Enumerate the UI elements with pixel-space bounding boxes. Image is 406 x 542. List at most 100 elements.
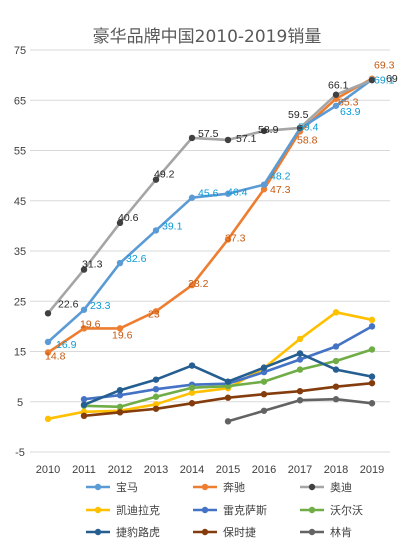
x-axis-ticks: 2010 2011 2012 2013 2014 2015 2016 2017 2018 2019 [36,464,384,476]
series-line [47,78,373,343]
data-label: 58.8 [297,134,318,146]
data-point [224,236,232,243]
legend-label: 沃尔沃 [330,504,363,517]
data-point [332,357,340,365]
legend-label: 雷克萨斯 [223,504,267,517]
legend-item: 奔驰 [193,480,245,494]
legend-label: 林肯 [330,525,352,539]
legend-item: 捷豹路虎 [86,525,160,539]
data-point [80,401,88,408]
data-point [116,409,124,416]
data-label: 59.4 [298,121,319,133]
data-point [116,219,124,227]
data-label: 49.2 [154,169,175,181]
data-point [332,343,340,350]
data-point [116,403,124,410]
data-point [116,392,124,399]
data-label: 16.9 [56,339,77,351]
x-tick-label: 2011 [72,464,96,476]
series-lines [44,75,376,425]
data-label: 58.9 [258,124,279,136]
data-point [188,281,196,289]
data-point [260,185,268,193]
data-point [188,194,196,201]
y-tick-label: 15 [14,347,26,359]
data-point [368,379,376,387]
legend-label: 凯迪拉克 [116,503,160,517]
legend-label: 宝马 [116,480,138,494]
x-tick-label: 2012 [108,464,132,476]
series-line [47,311,373,421]
data-point [332,366,340,373]
y-tick-label: 25 [14,296,26,308]
data-point [80,412,88,420]
data-label: 69 [386,73,398,85]
data-point [152,308,160,315]
data-point [296,366,304,373]
data-point [332,396,340,403]
series-line [47,77,373,354]
data-point [224,378,232,385]
x-tick-label: 2019 [360,464,384,476]
data-label: 23 [148,308,160,320]
data-point [152,401,160,408]
data-label: 19.6 [80,318,101,330]
data-point [296,356,304,363]
data-label: 32.6 [126,253,147,265]
y-tick-label: -5 [15,447,25,459]
data-label: 66.1 [328,80,349,92]
data-point [368,316,376,324]
data-point [224,382,232,390]
data-point [224,190,232,197]
y-tick-label: 35 [14,246,26,258]
data-point [188,134,196,142]
x-tick-label: 2010 [36,464,60,476]
data-label: 19.6 [112,329,133,341]
data-point [116,259,124,267]
data-point [44,349,52,356]
data-point [224,394,232,401]
data-label: 37.3 [225,232,246,244]
legend-label: 捷豹路虎 [116,525,160,539]
x-tick-label: 2013 [144,464,168,476]
data-point [152,227,160,234]
x-tick-label: 2014 [180,464,204,476]
data-point [80,306,88,313]
legend-item: 宝马 [86,480,138,494]
y-tick-label: 45 [14,196,26,208]
data-point [224,418,232,425]
data-label: 69.1 [374,75,395,87]
legend-item: 保时捷 [193,525,256,539]
data-point [260,378,268,385]
y-tick-label: 5 [17,397,23,409]
data-point [368,373,376,380]
data-point [44,338,52,346]
data-point [152,385,160,393]
legend-label: 奥迪 [330,480,352,494]
data-point [80,396,88,403]
legend-swatch-marker [94,483,102,491]
data-point [296,124,304,132]
x-tick-label: 2018 [324,464,348,476]
x-tick-label: 2016 [252,464,276,476]
data-point [188,362,196,369]
data-point [368,323,376,330]
series-7 [80,379,376,420]
legend-swatch-marker [308,528,316,536]
data-point [296,397,304,404]
data-label: 69.3 [374,60,395,72]
x-tick-label: 2015 [216,464,240,476]
y-axis-ticks: -5 5 15 25 35 45 55 65 75 [14,45,26,459]
data-point [332,309,340,316]
data-label: 28.2 [188,278,209,290]
data-point [296,350,304,357]
data-point [116,386,124,394]
data-label: 57.1 [236,133,257,145]
data-point [152,405,160,412]
data-point [368,400,376,407]
data-point [260,407,268,414]
data-label: 39.1 [162,220,183,232]
data-point [368,76,376,84]
data-label: 14.8 [45,351,66,363]
